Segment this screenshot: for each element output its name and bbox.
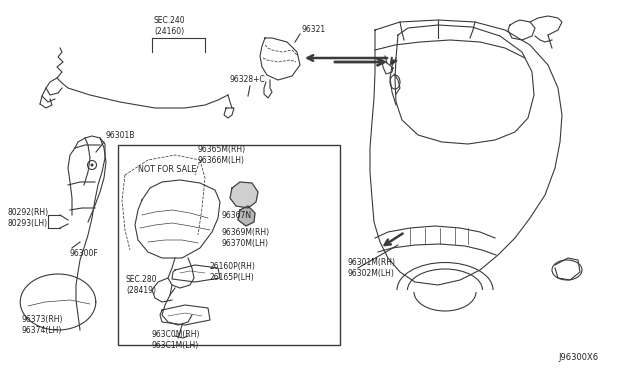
Text: 96373(RH)
96374(LH): 96373(RH) 96374(LH): [22, 315, 63, 335]
Text: 96300F: 96300F: [70, 250, 99, 259]
Text: NOT FOR SALE: NOT FOR SALE: [138, 166, 196, 174]
Polygon shape: [230, 182, 258, 208]
Bar: [118, 145, 340, 345]
Text: SEC.280
(28419): SEC.280 (28419): [126, 275, 157, 295]
Text: 96369M(RH)
96370M(LH): 96369M(RH) 96370M(LH): [222, 228, 270, 248]
Text: 96328+C: 96328+C: [230, 76, 266, 84]
Text: 963C0M(RH)
963C1M(LH): 963C0M(RH) 963C1M(LH): [152, 330, 200, 350]
Text: J96300X6: J96300X6: [558, 353, 598, 362]
Text: 96321: 96321: [302, 26, 326, 35]
Text: SEC.240
(24160): SEC.240 (24160): [154, 16, 186, 36]
Polygon shape: [238, 206, 255, 226]
Circle shape: [90, 164, 93, 167]
Text: 96301B: 96301B: [105, 131, 134, 141]
Text: 26160P(RH)
26165P(LH): 26160P(RH) 26165P(LH): [210, 262, 256, 282]
Text: 96365M(RH)
96366M(LH): 96365M(RH) 96366M(LH): [198, 145, 246, 165]
Text: 96301M(RH)
96302M(LH): 96301M(RH) 96302M(LH): [348, 258, 396, 278]
Text: 96367N: 96367N: [222, 211, 252, 219]
Text: 80292(RH)
80293(LH): 80292(RH) 80293(LH): [8, 208, 49, 228]
